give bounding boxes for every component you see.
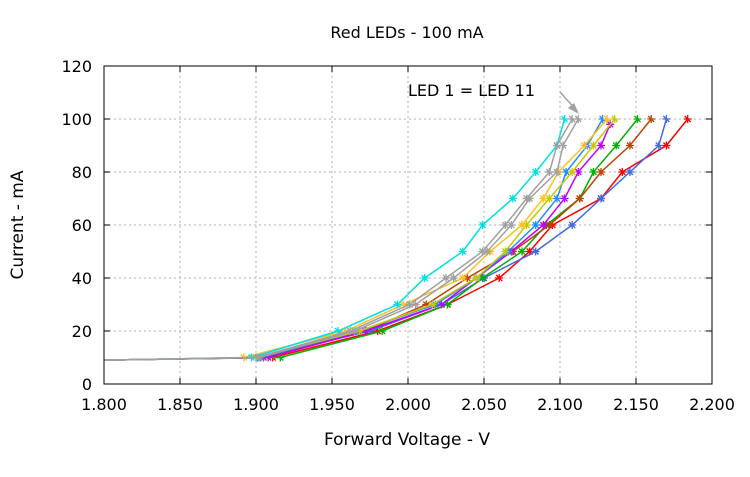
x-tick-label: 1.800: [81, 395, 127, 414]
data-point: [483, 247, 492, 256]
series-line: [103, 118, 573, 361]
data-point: [683, 115, 692, 123]
plot-frame: [103, 65, 713, 385]
data-point: [610, 115, 619, 123]
data-point: [411, 300, 420, 309]
data-point: [458, 247, 467, 256]
series-group: [103, 115, 692, 362]
data-point: [531, 168, 540, 176]
data-point: [518, 247, 526, 256]
axis-ticks: 1.800 1.850 1.900 1.950 2.000 2.050 2.100 2.150…: [61, 57, 734, 414]
x-tick-label: 2.150: [613, 395, 659, 414]
data-point: [552, 168, 561, 176]
data-point: [442, 274, 450, 282]
data-point: [531, 247, 540, 256]
data-point: [472, 274, 481, 282]
data-point: [633, 115, 642, 123]
data-point: [552, 194, 561, 203]
data-point: [580, 141, 589, 150]
data-point: [568, 221, 577, 229]
x-tick-label: 2.050: [461, 395, 507, 414]
data-point: [420, 274, 429, 282]
data-point: [625, 141, 634, 150]
data-point: [428, 300, 437, 309]
series-line: [103, 118, 566, 361]
data-point: [559, 141, 568, 150]
data-point: [449, 274, 458, 282]
y-tick-label: 120: [61, 57, 92, 76]
series-line: [103, 118, 689, 361]
y-axis-label: Current - mA: [8, 170, 28, 279]
x-tick-label: 2.100: [537, 395, 583, 414]
data-point: [612, 141, 621, 150]
data-point: [531, 221, 540, 229]
data-point: [597, 194, 606, 203]
data-point: [597, 141, 606, 150]
x-tick-label: 1.950: [309, 395, 355, 414]
series-line: [103, 118, 579, 361]
data-point: [478, 221, 487, 229]
annotation: LED 1 = LED 11: [408, 81, 579, 114]
series-2: [103, 115, 671, 362]
data-point: [495, 274, 504, 282]
data-point: [589, 168, 598, 176]
data-point: [662, 141, 671, 150]
data-point: [568, 168, 577, 176]
x-tick-label: 2.200: [689, 395, 735, 414]
data-point: [350, 327, 359, 335]
annotation-arrowhead: [568, 103, 579, 114]
data-point: [654, 141, 663, 150]
data-point: [501, 247, 510, 256]
data-point: [603, 115, 612, 123]
data-point: [560, 194, 569, 203]
chart-title: Red LEDs - 100 mA: [330, 23, 483, 42]
x-axis-label: Forward Voltage - V: [324, 430, 490, 450]
data-point: [625, 168, 634, 176]
y-tick-label: 20: [72, 322, 92, 341]
x-tick-label: 2.000: [385, 395, 431, 414]
data-point: [539, 194, 548, 203]
grid: [104, 66, 712, 384]
data-point: [545, 168, 554, 176]
data-point: [575, 194, 584, 203]
data-point: [525, 194, 534, 203]
y-tick-label: 60: [72, 216, 92, 235]
y-tick-label: 80: [72, 163, 92, 182]
data-point: [393, 300, 402, 309]
data-point: [662, 115, 671, 123]
y-tick-label: 100: [61, 110, 92, 129]
y-tick-label: 0: [82, 375, 92, 394]
data-point: [647, 115, 656, 123]
y-tick-label: 40: [72, 269, 92, 288]
series-3: [103, 115, 642, 362]
data-point: [508, 194, 517, 203]
data-point: [560, 115, 569, 123]
data-point: [378, 327, 387, 335]
data-point: [539, 221, 548, 229]
data-point: [458, 274, 467, 282]
data-point: [589, 141, 598, 150]
x-tick-label: 1.850: [157, 395, 203, 414]
series-11: [103, 115, 583, 362]
data-point: [507, 221, 516, 229]
data-point: [574, 115, 583, 123]
data-point: [255, 353, 264, 362]
data-point: [597, 168, 606, 176]
annotation-text: LED 1 = LED 11: [408, 81, 535, 100]
x-tick-label: 1.900: [233, 395, 279, 414]
data-point: [618, 168, 627, 176]
data-point: [518, 221, 526, 229]
